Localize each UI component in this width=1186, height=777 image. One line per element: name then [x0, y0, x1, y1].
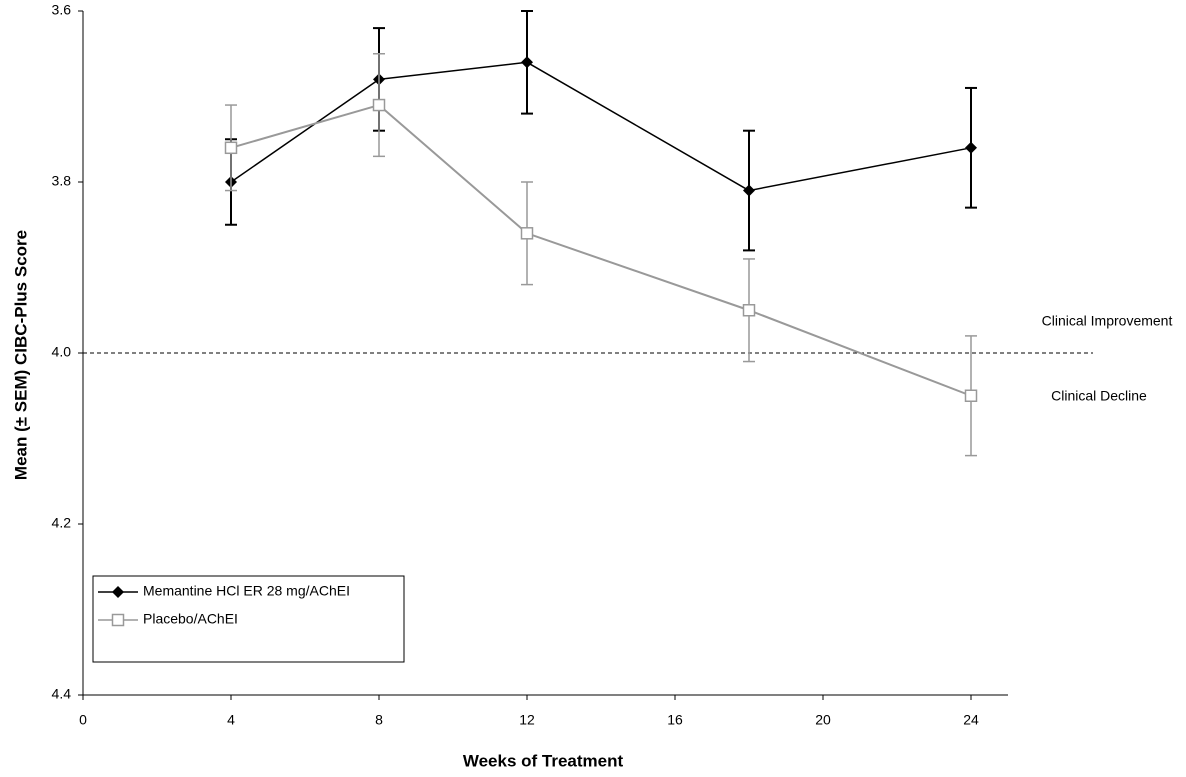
series: [225, 10, 977, 252]
legend-box: [92, 575, 405, 663]
x-tick-label: 4: [227, 712, 235, 728]
annotation: Clinical Decline: [1051, 388, 1147, 404]
x-tick-label: 12: [519, 712, 535, 728]
legend-label: Memantine HCl ER 28 mg/AChEI: [143, 583, 350, 599]
marker: [520, 227, 534, 240]
x-tick-label: 24: [963, 712, 979, 728]
x-tick-label: 0: [79, 712, 87, 728]
marker: [742, 304, 756, 317]
series-line: [230, 61, 972, 192]
legend-label: Placebo/AChEI: [143, 611, 238, 627]
y-tick-label: 3.6: [52, 2, 72, 18]
y-axis-title: Mean (± SEM) CIBC-Plus Score: [11, 230, 30, 480]
marker: [112, 586, 124, 598]
y-tick-label: 4.4: [52, 686, 72, 702]
marker: [224, 141, 238, 155]
marker: [965, 141, 977, 154]
x-tick-label: 8: [375, 712, 383, 728]
series: [224, 53, 978, 457]
x-tick-label: 20: [815, 712, 831, 728]
annotation: Clinical Improvement: [1042, 313, 1173, 329]
x-axis-title: Weeks of Treatment: [463, 751, 624, 770]
marker: [964, 389, 978, 402]
y-tick-label: 4.2: [52, 515, 72, 531]
x-tick-label: 16: [667, 712, 683, 728]
marker: [521, 56, 533, 69]
series-line: [230, 103, 972, 397]
y-tick-label: 3.8: [52, 173, 72, 189]
y-tick-label: 4.0: [52, 344, 72, 360]
marker: [111, 613, 125, 627]
marker: [743, 184, 755, 197]
marker: [372, 98, 386, 112]
